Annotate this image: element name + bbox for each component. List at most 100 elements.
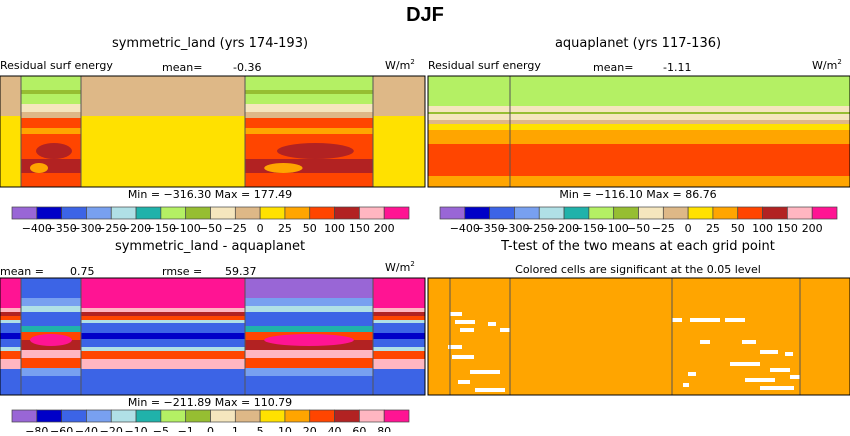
nonsignificant-cell: [470, 370, 500, 374]
map-band: [21, 306, 81, 312]
map-band: [245, 104, 373, 112]
colorbar-swatch: [160, 409, 187, 423]
map-band: [21, 104, 81, 112]
nonsignificant-cell: [488, 322, 496, 326]
colorbar-tick-label: 100: [752, 222, 773, 235]
colorbar-swatch: [334, 409, 360, 423]
panel1-map: [0, 75, 426, 188]
nonsignificant-cell: [460, 328, 474, 332]
colorbar-swatch: [787, 206, 813, 220]
nonsignificant-cell: [690, 318, 720, 322]
colorbar-tick-label: 200: [802, 222, 823, 235]
panel3-rmse-label: rmse =: [162, 265, 202, 278]
map-band: [21, 368, 81, 376]
panel2-colorbar: −400−350−300−250−200−150−100−50 −25 0 25 50 1…: [439, 206, 838, 235]
colorbar-swatch: [284, 206, 311, 220]
nonsignificant-cell: [730, 362, 760, 366]
nonsignificant-cell: [500, 328, 510, 332]
map-band: [21, 128, 81, 134]
colorbar-tick-label: −25: [224, 222, 247, 235]
colorbar-swatch: [439, 206, 466, 220]
map-band: [245, 376, 373, 395]
panel2-title: aquaplanet (yrs 117-136): [555, 36, 721, 51]
colorbar-swatch: [737, 206, 763, 220]
map-cell: [264, 334, 354, 346]
colorbar-tick-label: −100: [171, 222, 201, 235]
map-band: [428, 176, 850, 187]
panel1-left-label: Residual surf energy: [0, 59, 113, 72]
significance-field: [428, 278, 850, 395]
nonsignificant-cell: [452, 355, 474, 359]
colorbar-tick-label: 1: [232, 425, 239, 432]
map-band: [0, 359, 425, 369]
map-band: [21, 326, 81, 332]
colorbar-tick-label: 0: [207, 425, 214, 432]
colorbar-tick-label: −25: [652, 222, 675, 235]
map-band: [245, 94, 373, 104]
map-band: [21, 350, 81, 358]
colorbar-swatch: [359, 409, 385, 423]
colorbar-swatch: [259, 409, 286, 423]
map-band: [0, 347, 425, 351]
map-cell: [30, 334, 72, 346]
nonsignificant-cell: [770, 368, 790, 372]
map-cell: [245, 278, 373, 298]
panel4-map: [427, 277, 850, 396]
colorbar-tick-label: −200: [121, 222, 151, 235]
map-band: [21, 298, 81, 306]
map-band: [21, 312, 81, 326]
nonsignificant-cell: [760, 386, 794, 390]
colorbar-tick-label: 50: [303, 222, 317, 235]
colorbar-swatch: [61, 206, 87, 220]
colorbar-swatch: [185, 409, 211, 423]
colorbar-tick-label: −5: [153, 425, 169, 432]
map-band: [0, 312, 425, 316]
map-band: [245, 298, 373, 306]
colorbar-tick-label: 80: [377, 425, 391, 432]
nonsignificant-cell: [760, 350, 778, 354]
panel4-subtitle: Colored cells are significant at the 0.0…: [515, 263, 761, 276]
panel3-min-max: Min = −211.89 Max = 110.79: [128, 396, 292, 409]
colorbar-swatch: [383, 409, 410, 423]
map-band: [245, 112, 373, 118]
panel1-min-max: Min = −316.30 Max = 177.49: [128, 188, 292, 201]
map-band: [245, 306, 373, 312]
colorbar-swatch: [811, 206, 838, 220]
colorbar-tick-label: −400: [22, 222, 52, 235]
panel2-left-label: Residual surf energy: [428, 59, 541, 72]
nonsignificant-cell: [745, 378, 775, 382]
nonsignificant-cell: [683, 383, 689, 387]
colorbar-swatch: [514, 206, 540, 220]
colorbar-swatch: [538, 206, 565, 220]
colorbar-tick-label: 25: [278, 222, 292, 235]
map-band: [245, 312, 373, 326]
colorbar-swatch: [185, 206, 211, 220]
nonsignificant-cell: [790, 375, 800, 379]
map-band: [428, 124, 850, 130]
colorbar-tick-label: −10: [124, 425, 147, 432]
map-frame: [427, 277, 850, 396]
nonsignificant-cell: [458, 380, 470, 384]
colorbar-swatch: [86, 206, 112, 220]
colorbar-tick-label: −400: [450, 222, 480, 235]
colorbar-tick-label: 50: [731, 222, 745, 235]
colorbar-swatch: [61, 409, 87, 423]
map-band: [245, 358, 373, 368]
colorbar-swatch: [712, 206, 739, 220]
map-band: [0, 308, 425, 312]
panel3-mean: 0.75: [70, 265, 95, 278]
panel3-mean-label: mean =: [0, 265, 44, 278]
colorbar-tick-label: 200: [374, 222, 395, 235]
colorbar-tick-label: 150: [349, 222, 370, 235]
map-cell: [277, 143, 354, 159]
colorbar-tick-label: −50: [627, 222, 650, 235]
colorbar-swatch: [762, 206, 788, 220]
colorbar-swatch: [489, 206, 515, 220]
map-band: [245, 350, 373, 358]
map-band: [428, 120, 850, 124]
colorbar-swatch: [284, 409, 311, 423]
colorbar-tick-label: −50: [199, 222, 222, 235]
colorbar-tick-label: −100: [599, 222, 629, 235]
colorbar-swatch: [210, 409, 236, 423]
